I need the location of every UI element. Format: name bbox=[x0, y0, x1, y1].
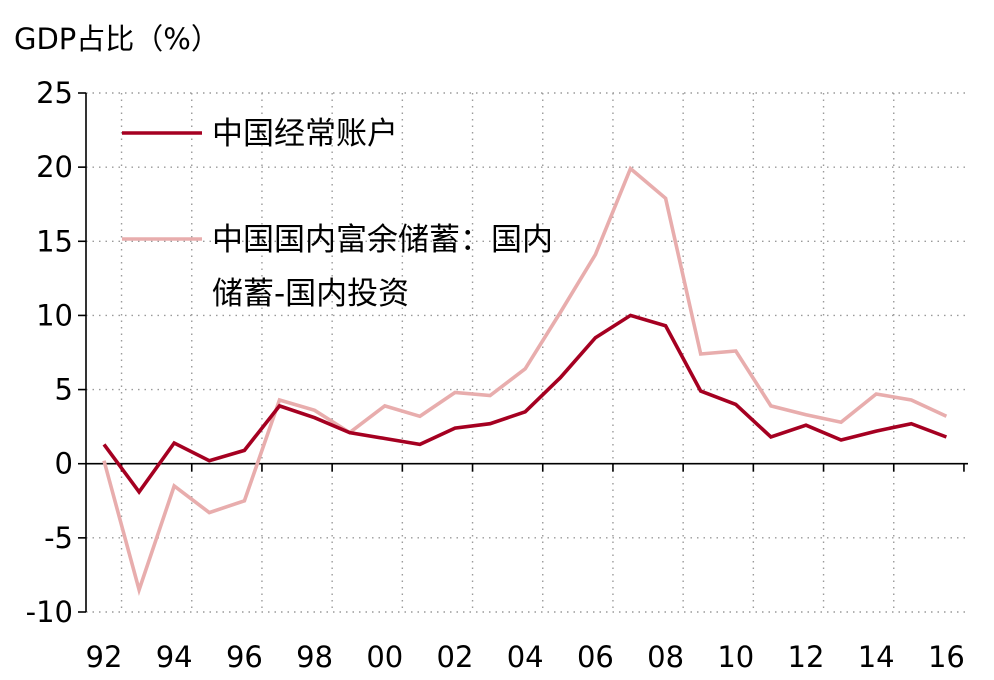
x-tick-label: 12 bbox=[788, 640, 825, 674]
x-tick-label: 08 bbox=[647, 640, 684, 674]
y-tick-label: 20 bbox=[36, 150, 73, 184]
y-tick-label: 0 bbox=[55, 447, 73, 481]
legend-label-2: 中国国内富余储蓄：国内 bbox=[212, 222, 553, 258]
x-tick-label: 94 bbox=[156, 640, 193, 674]
grid bbox=[86, 92, 968, 613]
y-tick-label: 15 bbox=[36, 224, 73, 258]
x-tick-label: 00 bbox=[366, 640, 403, 674]
x-tick-label: 16 bbox=[928, 640, 965, 674]
y-tick-label: 25 bbox=[36, 76, 73, 110]
legend-label-2: 储蓄-国内投资 bbox=[212, 276, 409, 312]
x-tick-label: 02 bbox=[437, 640, 474, 674]
x-tick-label: 04 bbox=[507, 640, 544, 674]
y-tick-label: -10 bbox=[26, 595, 73, 629]
y-axis-title: GDP占比（%） bbox=[14, 22, 220, 56]
y-tick-label: -5 bbox=[44, 521, 73, 555]
series-line-2 bbox=[102, 165, 948, 596]
x-tick-label: 98 bbox=[296, 640, 333, 674]
x-tick-label: 92 bbox=[86, 640, 123, 674]
y-tick-label: 10 bbox=[36, 298, 73, 332]
x-tick-label: 96 bbox=[226, 640, 263, 674]
y-tick-label: 5 bbox=[55, 373, 73, 407]
x-tick-label: 14 bbox=[858, 640, 895, 674]
legend-label-1: 中国经常账户 bbox=[212, 116, 398, 152]
series-lines bbox=[102, 165, 948, 596]
x-tick-label: 10 bbox=[717, 640, 754, 674]
series-line-1 bbox=[102, 313, 948, 495]
x-tick-label: 06 bbox=[577, 640, 614, 674]
axes: 25 20 15 10 5 0 -5 -10 92 94 96 98 00 02 04 06 08 10 12 14 1… bbox=[26, 76, 968, 674]
